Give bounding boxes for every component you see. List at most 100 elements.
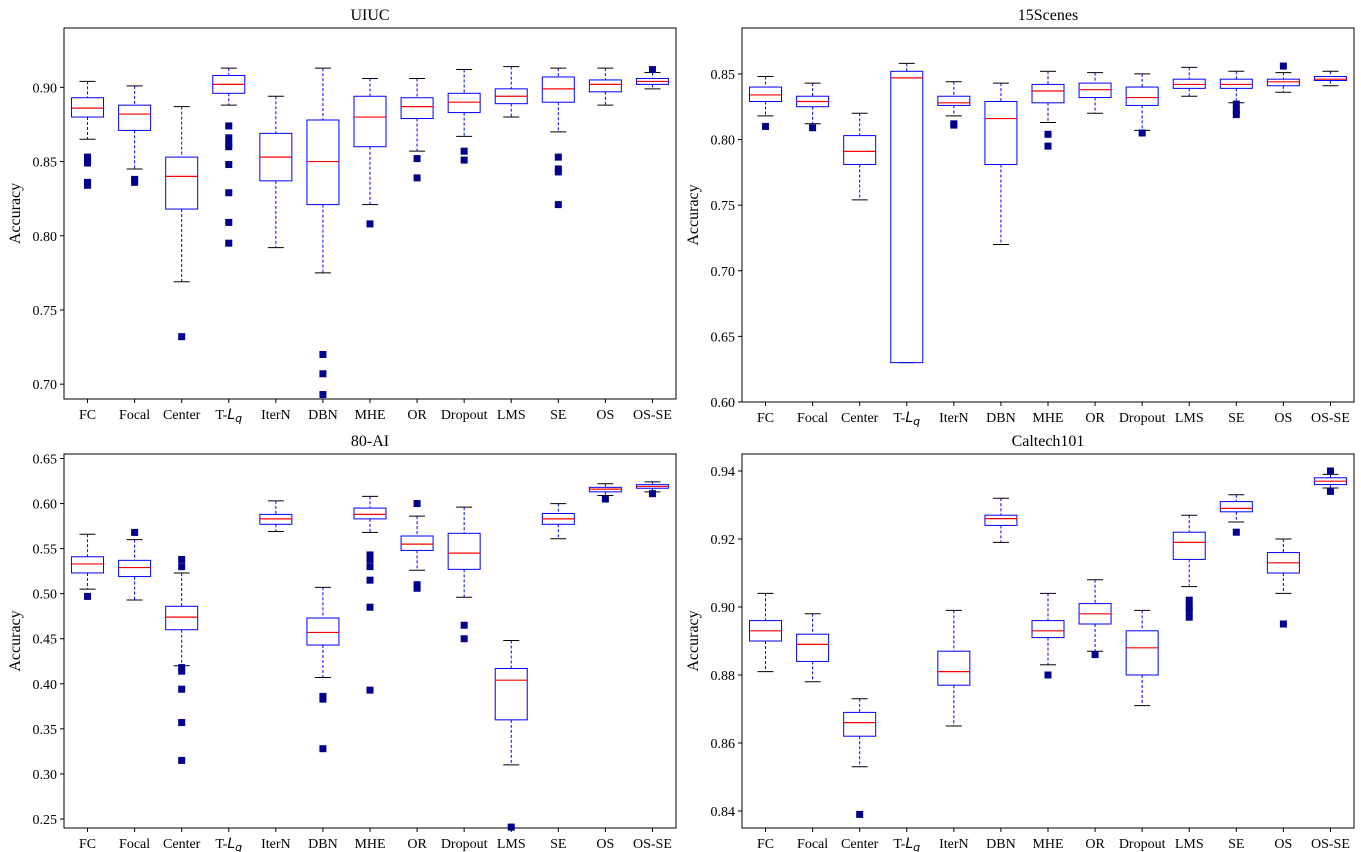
x-tick-label: Center [163,837,201,852]
80-ai-mhe-box [353,507,387,520]
uiuc-dropout-outlier [460,156,468,164]
x-tick-label: Center [841,411,879,426]
80-ai-os-outlier [601,495,609,503]
y-tick-label: 0.50 [33,588,58,603]
caltech101-center-box [843,711,877,737]
x-tick-label: DBN [986,837,1016,852]
caltech101-lms-outlier [1185,596,1193,604]
x-tick-label: Focal [797,411,828,426]
80-ai-center-outlier [178,563,186,571]
caltech101-os-outlier [1279,620,1287,628]
80-ai-fc-box [71,556,105,574]
caltech101-lms-outlier [1185,613,1193,621]
x-tick-label: OR [1085,837,1105,852]
caltech101-center-outlier [856,810,864,818]
y-tick-label: 0.94 [711,465,736,480]
x-tick-label: OR [1085,411,1105,426]
uiuc-center-box [165,156,199,210]
15scenes-mhe-outlier [1044,142,1052,150]
uiuc-fc-box [71,97,105,118]
x-tick-label: IterN [261,837,291,852]
y-axis-label: Accuracy [685,184,702,245]
y-tick-label: 0.60 [33,498,58,513]
x-tick-label: Focal [119,837,150,852]
y-axis-label: Accuracy [7,610,24,671]
uiuc-os-se-outlier [648,66,656,74]
x-tick-label: T-Lq [215,407,242,425]
plot-frame [741,453,1355,829]
y-tick-label: 0.70 [711,265,736,280]
15scenes-center-box [843,135,877,165]
x-tick-label: T-Lq [893,836,920,852]
y-tick-label: 0.75 [711,199,736,214]
caltech101-lms-outlier [1185,606,1193,614]
80-ai-dbn-box [306,617,340,646]
15scenes-lms-box [1172,78,1206,89]
x-tick-label: MHE [1032,837,1063,852]
uiuc-focal-box [118,104,152,131]
uiuc-se-outlier [554,153,562,161]
80-ai-dbn-outlier [319,695,327,703]
15scenes-t-lq-box [890,70,924,364]
x-tick-label: IterN [261,408,291,423]
x-tick-label: OS-SE [1311,837,1350,852]
15scenes-fc-outlier [762,122,770,130]
caltech101-mhe-outlier [1044,671,1052,679]
x-tick-label: OR [407,408,427,423]
x-tick-label: Dropout [1119,837,1166,852]
x-tick-label: FC [79,837,96,852]
15scenes-os-se-box [1313,76,1347,81]
x-tick-label: DBN [986,411,1016,426]
y-tick-label: 0.90 [711,601,736,616]
caltech101-se-outlier [1232,528,1240,536]
caltech101-se-box [1219,501,1253,513]
x-tick-label: LMS [1175,411,1204,426]
y-tick-label: 0.45 [33,633,58,648]
chart-title: Caltech101 [1012,433,1085,450]
80-ai-dropout-outlier [460,635,468,643]
80-ai-mhe-outlier [366,551,374,559]
caltech101-itern-box [937,650,971,686]
y-tick-label: 0.25 [33,813,58,828]
x-tick-label: MHE [354,837,385,852]
caltech101-dropout-box [1125,630,1159,676]
x-tick-label: MHE [1032,411,1063,426]
uiuc-fc-outlier [84,159,92,167]
x-tick-label: T-Lq [893,410,920,428]
uiuc-t-lq-outlier [225,143,233,151]
80-ai-lms-outlier [507,823,515,831]
x-tick-label: SE [1228,411,1244,426]
80-ai-focal-outlier [131,528,139,536]
uiuc-center-outlier [178,333,186,341]
x-tick-label: Dropout [441,837,488,852]
80-ai-mhe-outlier [366,576,374,584]
80-ai-focal-box [118,559,152,578]
y-tick-label: 0.84 [711,805,736,820]
caltech101-mhe-box [1031,620,1065,639]
y-tick-label: 0.75 [33,304,58,319]
y-tick-label: 0.80 [33,230,58,245]
15scenes-dropout-outlier [1138,129,1146,137]
x-tick-label: SE [550,837,566,852]
x-tick-label: DBN [308,837,338,852]
x-tick-label: SE [550,408,566,423]
x-tick-label: T-Lq [215,836,242,852]
x-tick-label: OS [596,408,614,423]
uiuc-se-outlier [554,168,562,176]
x-tick-label: IterN [939,837,969,852]
15scenes-boxplot-panel: 15Scenes Accuracy 0.60 0.65 0.70 0.75 0.80 0.85… [685,7,1355,428]
x-tick-label: FC [79,408,96,423]
y-axis-label: Accuracy [7,183,24,244]
uiuc-fc-outlier [84,181,92,189]
uiuc-or-outlier [413,155,421,163]
uiuc-dropout-outlier [460,147,468,155]
80-ai-dropout-box [447,532,481,570]
y-tick-label: 0.92 [711,533,736,548]
caltech101-focal-box [796,633,830,662]
80-ai-center-outlier [178,685,186,693]
80-ai-center-box [165,605,199,631]
uiuc-dbn-outlier [319,350,327,358]
80-ai-dbn-outlier [319,745,327,753]
uiuc-os-box [588,79,622,93]
uiuc-se-box [541,76,575,103]
